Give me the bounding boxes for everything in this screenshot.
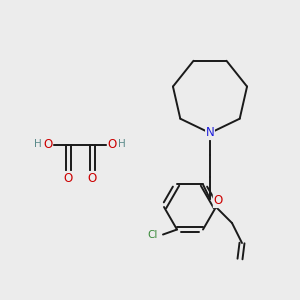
- Text: O: O: [63, 172, 73, 184]
- Text: O: O: [87, 172, 97, 184]
- Text: O: O: [44, 137, 52, 151]
- Text: O: O: [107, 137, 117, 151]
- Text: O: O: [213, 194, 223, 208]
- Text: H: H: [34, 139, 42, 149]
- Text: H: H: [118, 139, 126, 149]
- Text: Cl: Cl: [148, 230, 158, 239]
- Text: N: N: [206, 127, 214, 140]
